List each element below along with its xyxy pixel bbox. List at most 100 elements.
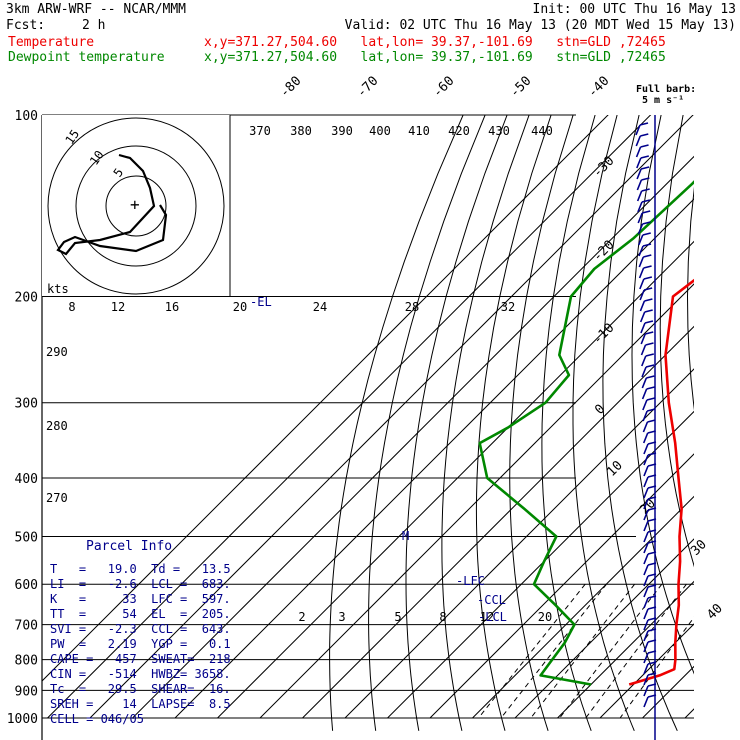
hodograph-ring-label: 10 — [87, 148, 107, 168]
wind-barb — [643, 652, 649, 664]
wind-barb-flag — [643, 287, 653, 291]
mixing-ratio-label: 20 — [538, 610, 552, 624]
parcel-row: LI = -2.6 LCL = 683. — [50, 577, 231, 591]
wind-barb-flag — [644, 298, 653, 302]
wind-barb-flag — [647, 562, 657, 566]
wind-barb — [642, 432, 649, 444]
wind-barb — [643, 487, 649, 499]
wind-barb-flag — [647, 683, 657, 687]
wind-barb-flag — [647, 639, 657, 643]
isotherm-line — [599, 623, 694, 719]
wind-barb-flag — [647, 430, 656, 434]
wind-barb-flag — [641, 188, 650, 192]
hodograph-ring-15 — [47, 117, 225, 295]
wind-barb-flag — [647, 584, 657, 588]
hodograph-speed-label: 8 — [68, 300, 75, 314]
wind-barb-flag — [647, 540, 657, 544]
isotherm-label: -60 — [430, 74, 457, 101]
level-marker: -CCL — [477, 593, 506, 607]
wind-barb-flag — [647, 606, 657, 610]
wind-barb — [637, 201, 643, 213]
hodograph-speed-label: 12 — [111, 300, 125, 314]
wind-barb — [641, 355, 647, 367]
wind-barb-flag — [645, 364, 655, 368]
dry-adiabat-line — [405, 115, 508, 731]
wind-barb-flag — [647, 474, 657, 478]
mixing-ratio-line — [585, 583, 687, 719]
mixing-ratio-line — [500, 583, 607, 719]
wind-barb — [643, 454, 649, 466]
wind-barb-flag — [642, 243, 652, 247]
dry-adiabat-line — [441, 115, 530, 731]
wind-barb — [642, 421, 649, 433]
wind-barb — [643, 674, 649, 686]
level-marker: -EL — [250, 295, 272, 309]
theta-label: 410 — [408, 124, 430, 138]
isotherm-line — [344, 368, 694, 719]
wind-barb-flag — [647, 551, 657, 555]
wind-barb — [643, 663, 649, 675]
wind-barb — [643, 520, 649, 532]
parcel-row: PW = 2.19 YGP = 0.1 — [50, 637, 231, 651]
isotherm-line — [47, 115, 652, 719]
hodograph-speed-label: 32 — [501, 300, 515, 314]
dry-adiabat-line — [541, 115, 596, 731]
barb-legend-title: Full barb: — [636, 84, 697, 95]
wind-barb-flag — [647, 672, 657, 676]
model-title: 3km ARW-WRF -- NCAR/MMM — [6, 2, 187, 17]
wind-barb-flag — [645, 342, 654, 346]
wind-barb — [641, 388, 648, 400]
temperature-legend-info: x,y=371.27,504.60 lat,lon= 39.37,-101.69… — [204, 35, 666, 50]
wind-barb — [641, 377, 648, 389]
wind-barb — [639, 278, 645, 290]
wind-barb-flag — [647, 463, 657, 467]
wind-barb — [643, 575, 649, 587]
isotherm-label: -70 — [354, 74, 381, 101]
wind-barb — [643, 542, 649, 554]
mixing-ratio-label: 3 — [338, 610, 345, 624]
wind-barb-flag — [646, 408, 656, 412]
wind-barb-flag — [643, 265, 652, 269]
wind-barb — [638, 256, 645, 268]
temperature-legend-label: Temperature — [8, 35, 95, 50]
mixing-ratio-label: 2 — [298, 610, 305, 624]
parcel-row: CAPE = 457 SWEAT= 218 — [50, 652, 231, 666]
wind-barb — [639, 300, 646, 312]
wind-barb-flag — [641, 177, 650, 181]
dewpoint-line — [478, 180, 694, 686]
dry-adiabat-line — [714, 115, 740, 731]
dry-adiabat-line — [602, 115, 678, 732]
hodograph-center-mark: + — [130, 195, 140, 214]
pressure-tick-label: 700 — [15, 619, 38, 634]
hodograph-ring-5 — [105, 175, 167, 237]
dewpoint-legend-label: Dewpoint temperature — [8, 50, 165, 65]
theta-label: 390 — [331, 124, 353, 138]
dry-adiabat-line — [572, 115, 635, 731]
mixing-ratio-line — [559, 583, 663, 719]
isotherm-label: 40 — [704, 601, 726, 623]
wind-barb — [640, 333, 646, 345]
dry-adiabat-grid — [329, 115, 740, 732]
init-time: Init: 00 UTC Thu 16 May 13 — [532, 2, 737, 17]
isotherm-label: -30 — [590, 154, 617, 181]
theta-label: 370 — [249, 124, 271, 138]
isotherm-line — [557, 580, 694, 719]
parcel-row: K = 33 LFC = 597. — [50, 592, 231, 606]
wind-barb — [637, 223, 644, 235]
hodograph-trace — [56, 153, 168, 256]
wind-barb-flag — [645, 331, 654, 335]
wind-barb — [643, 696, 649, 708]
isotherm-label: -80 — [277, 74, 304, 101]
hodograph-speed-label: 24 — [313, 300, 327, 314]
theta-label: 430 — [488, 124, 510, 138]
isotherm-line — [387, 410, 694, 719]
pressure-tick-label: 800 — [15, 654, 38, 669]
parcel-info-title: Parcel Info — [86, 539, 173, 554]
isobar-grid — [42, 114, 694, 719]
wind-barb-flag — [640, 155, 650, 159]
isotherm-line — [132, 155, 694, 719]
isotherm-line — [302, 325, 694, 719]
mixing-ratio-label: 12 — [480, 610, 494, 624]
wind-barb-flag — [646, 386, 655, 390]
